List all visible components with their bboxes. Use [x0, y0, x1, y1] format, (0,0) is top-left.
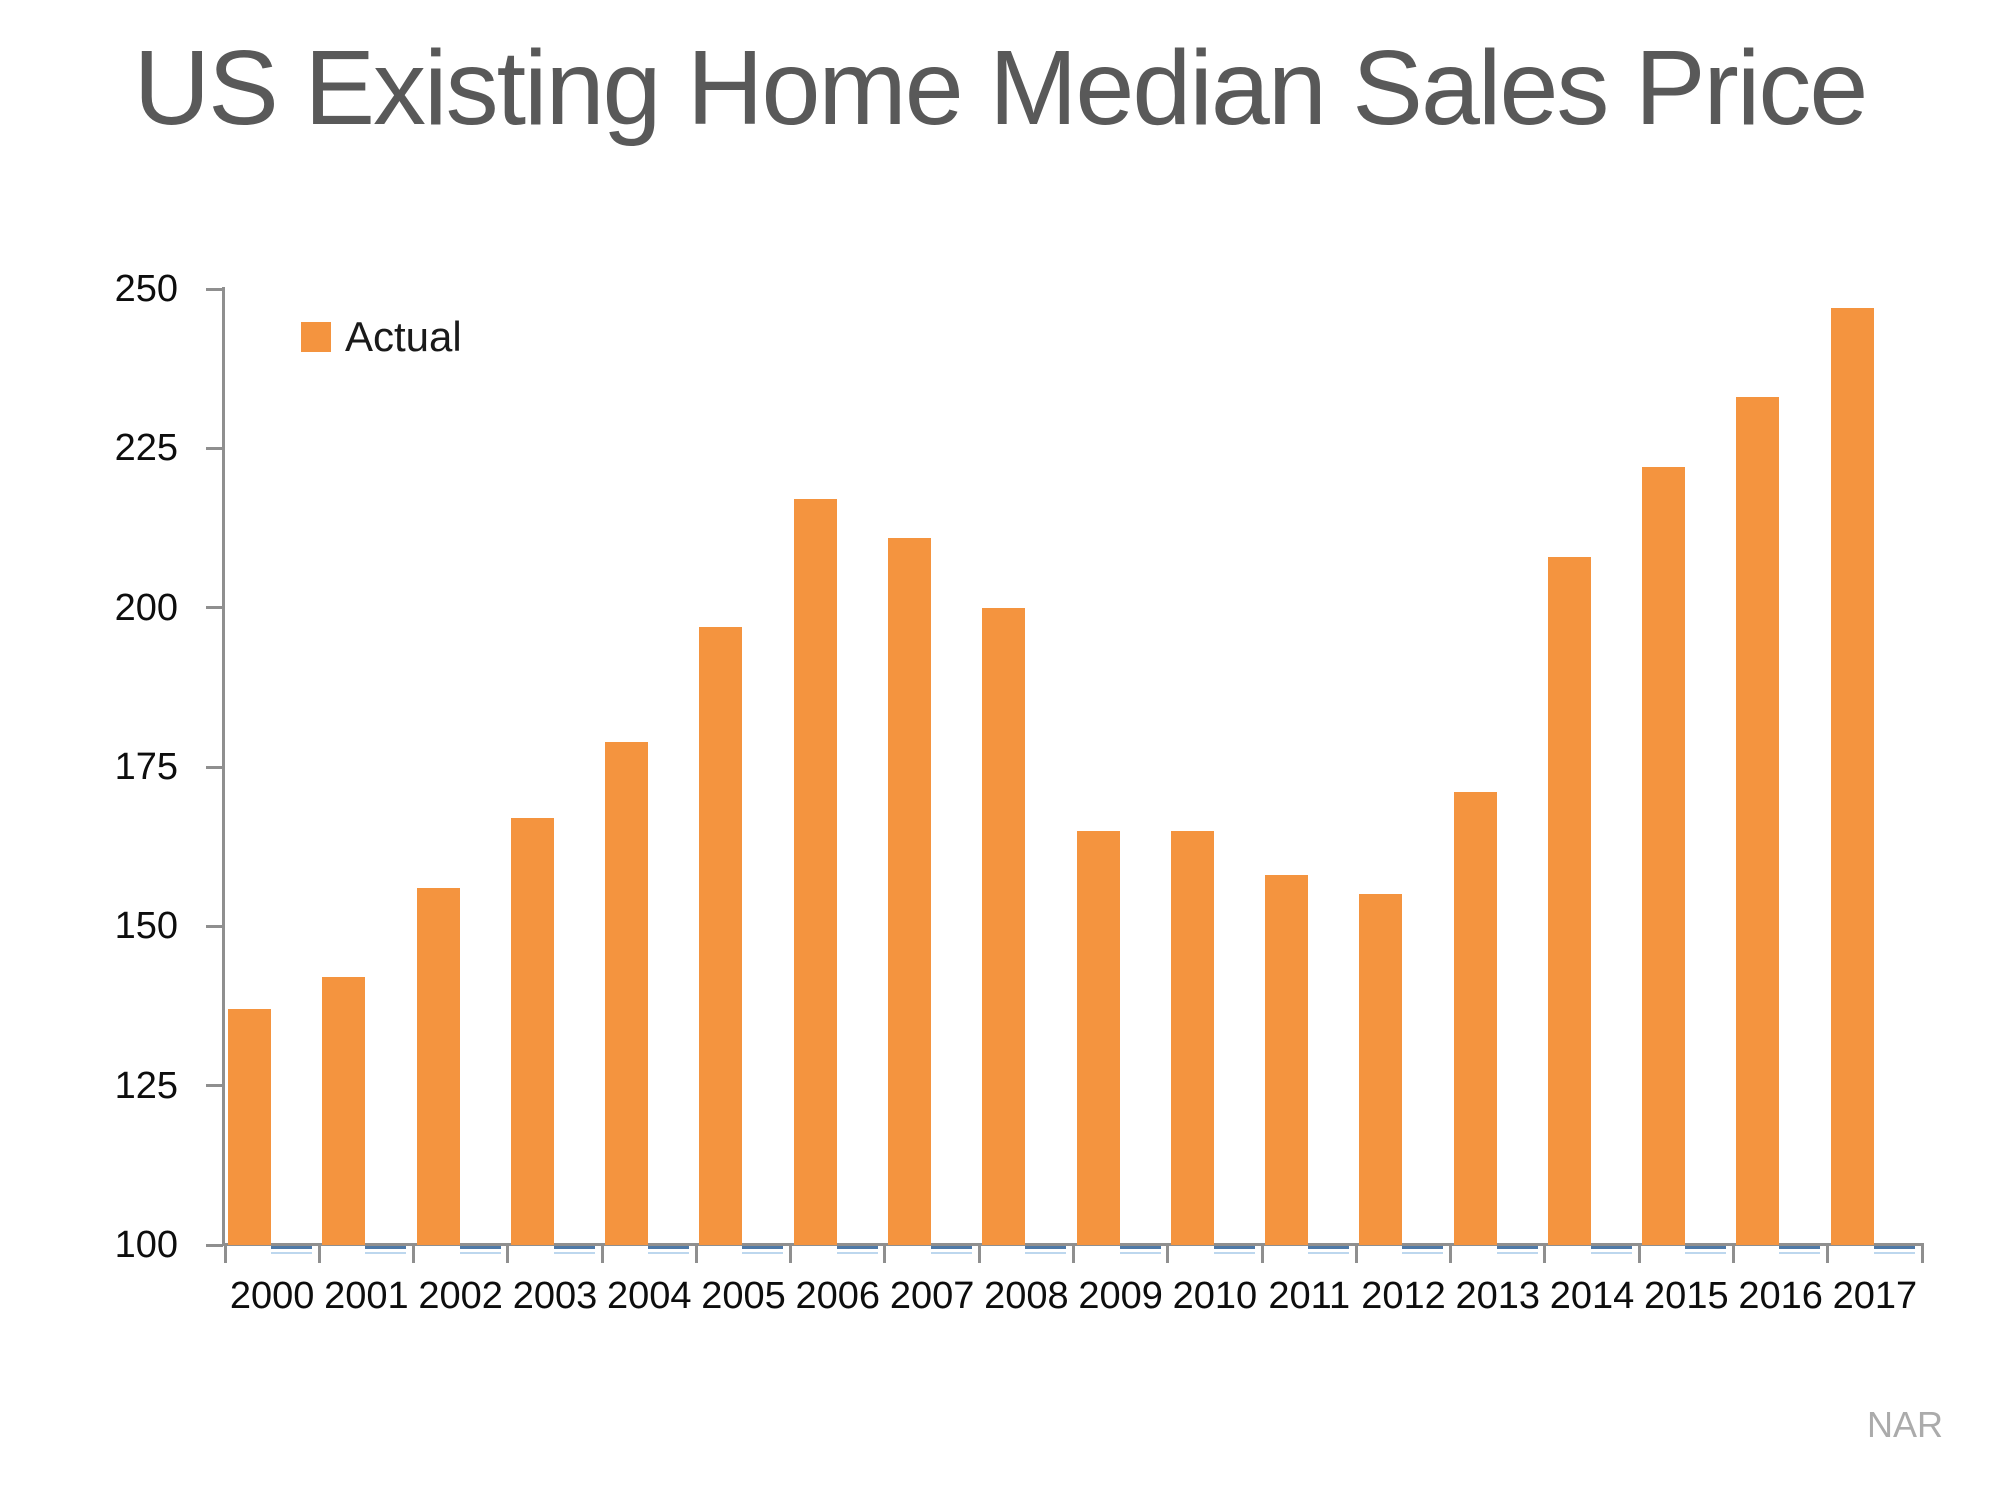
y-axis-label-225: 225: [114, 427, 178, 470]
baseline-dash-2017: [1873, 1246, 1915, 1254]
baseline-dash-2004: [648, 1246, 690, 1254]
bar-2001: [322, 977, 366, 1245]
x-tick-3: [506, 1246, 510, 1263]
bar-2004: [605, 741, 649, 1245]
legend-label-actual: Actual: [345, 313, 462, 360]
x-axis-label-2006: 2006: [795, 1275, 881, 1317]
x-axis-label-2015: 2015: [1644, 1275, 1729, 1317]
bar-2017: [1830, 308, 1874, 1245]
bar-2012: [1359, 894, 1403, 1245]
x-tick-6: [789, 1246, 793, 1263]
y-axis-label-250: 250: [114, 268, 178, 310]
baseline-dash-2007: [930, 1246, 972, 1254]
x-axis-label-2012: 2012: [1361, 1275, 1446, 1317]
bar-2003: [510, 817, 554, 1245]
x-tick-13: [1449, 1246, 1453, 1263]
baseline-dash-2012: [1402, 1246, 1444, 1254]
x-tick-1: [317, 1246, 321, 1263]
x-axis-label-2003: 2003: [512, 1275, 598, 1317]
x-axis-label-2000: 2000: [229, 1275, 315, 1317]
bar-2002: [416, 888, 460, 1245]
x-axis-line: [222, 1243, 1925, 1246]
y-tick-200: [206, 606, 223, 610]
x-axis-label-2013: 2013: [1455, 1275, 1541, 1317]
baseline-dash-2010: [1213, 1246, 1255, 1254]
x-axis-label-2004: 2004: [606, 1275, 692, 1317]
y-axis-line: [222, 287, 225, 1246]
y-tick-125: [206, 1084, 223, 1088]
x-tick-4: [600, 1246, 604, 1263]
bar-2008: [982, 607, 1026, 1245]
baseline-dash-2000: [271, 1246, 312, 1254]
x-tick-17: [1826, 1246, 1830, 1263]
x-tick-12: [1354, 1246, 1358, 1263]
baseline-dash-2015: [1685, 1246, 1727, 1254]
baseline-dash-2014: [1590, 1246, 1632, 1254]
x-tick-18: [1920, 1246, 1924, 1263]
y-axis-label-150: 150: [114, 905, 178, 948]
bar-2007: [887, 537, 931, 1245]
x-tick-9: [1072, 1246, 1076, 1263]
x-tick-10: [1166, 1246, 1170, 1263]
bar-2014: [1547, 556, 1591, 1245]
x-axis-label-2001: 2001: [324, 1275, 409, 1317]
baseline-dash-2011: [1308, 1246, 1350, 1254]
x-axis-label-2005: 2005: [701, 1275, 786, 1317]
y-axis-label-100: 100: [114, 1224, 178, 1266]
y-axis-label-175: 175: [114, 746, 178, 788]
y-axis-label-125: 125: [114, 1064, 178, 1107]
baseline-dash-2006: [836, 1246, 878, 1254]
x-axis-label-2016: 2016: [1738, 1275, 1823, 1317]
legend-swatch-actual: [301, 322, 331, 352]
x-tick-2: [412, 1246, 416, 1263]
bar-2000: [228, 1009, 271, 1245]
y-tick-225: [206, 446, 223, 450]
y-axis-label-200: 200: [114, 586, 178, 629]
x-tick-5: [694, 1246, 698, 1263]
bar-2010: [1170, 830, 1214, 1245]
baseline-dash-2016: [1779, 1246, 1821, 1254]
x-tick-8: [977, 1246, 981, 1263]
source-label: NAR: [1866, 1404, 1943, 1445]
bar-2005: [699, 626, 743, 1245]
baseline-dash-2008: [1025, 1246, 1067, 1254]
y-tick-100: [206, 1243, 223, 1247]
x-axis-label-2008: 2008: [984, 1275, 1069, 1317]
bar-2016: [1736, 397, 1780, 1245]
x-axis-label-2002: 2002: [418, 1275, 503, 1317]
bar-2009: [1076, 830, 1120, 1245]
baseline-dash-2001: [365, 1246, 407, 1254]
baseline-dash-2013: [1496, 1246, 1538, 1254]
x-tick-16: [1731, 1246, 1735, 1263]
baseline-dash-2003: [553, 1246, 595, 1254]
x-tick-0: [223, 1246, 227, 1263]
x-tick-14: [1543, 1246, 1547, 1263]
x-axis-label-2007: 2007: [889, 1275, 975, 1317]
y-tick-250: [206, 287, 223, 291]
x-tick-7: [883, 1246, 887, 1263]
bar-2011: [1265, 875, 1309, 1245]
x-axis-label-2010: 2010: [1172, 1275, 1258, 1317]
bar-2006: [793, 499, 837, 1245]
y-tick-150: [206, 924, 223, 928]
baseline-dash-2005: [742, 1246, 784, 1254]
x-axis-label-2009: 2009: [1078, 1275, 1163, 1317]
x-axis-label-2014: 2014: [1549, 1275, 1635, 1317]
baseline-dash-2009: [1119, 1246, 1161, 1254]
y-tick-175: [206, 765, 223, 769]
x-axis-label-2011: 2011: [1268, 1275, 1351, 1317]
x-axis-label-2017: 2017: [1832, 1275, 1918, 1317]
baseline-dash-2002: [459, 1246, 501, 1254]
x-tick-15: [1637, 1246, 1641, 1263]
chart-title: US Existing Home Median Sales Price: [133, 29, 1869, 147]
x-tick-11: [1260, 1246, 1264, 1263]
bar-2015: [1642, 467, 1686, 1245]
bar-2013: [1453, 792, 1497, 1245]
